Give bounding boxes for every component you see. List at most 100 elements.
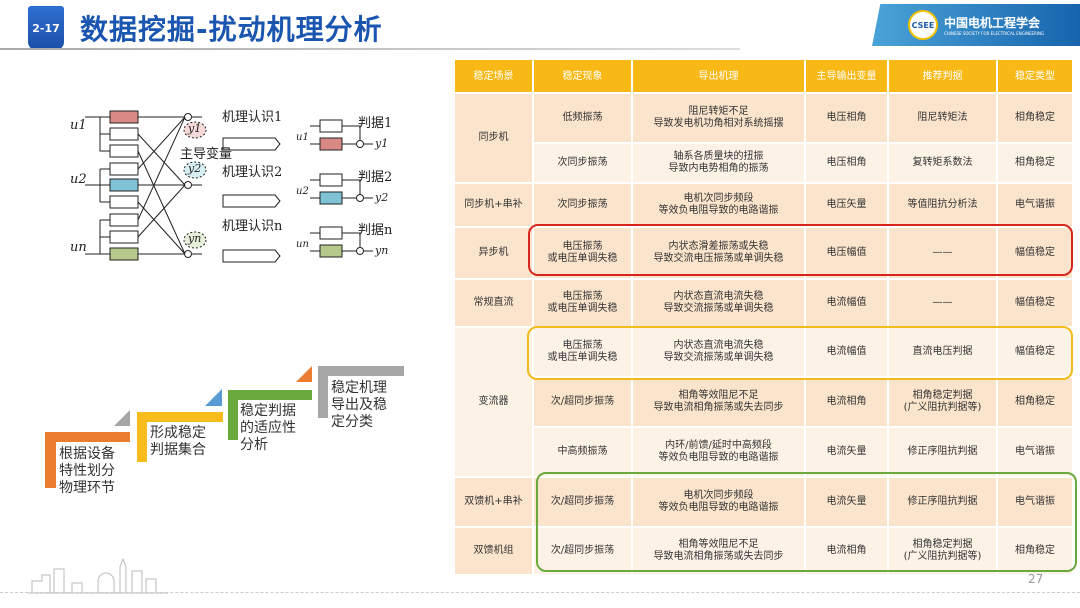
col-header: 稳定场景 <box>455 60 532 92</box>
criterion-cell: 阻尼转矩法 <box>889 94 996 142</box>
cell-text: 电流相角 <box>826 545 867 556</box>
type-cell: 相角稳定 <box>998 144 1072 182</box>
cell-line: (广义阻抗判据等) <box>903 402 982 413</box>
cell-text: 电流幅值 <box>826 297 867 308</box>
step-bar <box>228 390 312 400</box>
title-divider <box>0 48 740 50</box>
cell-line: 导致电流相角振荡或失去同步 <box>653 402 784 413</box>
block-diagram <box>85 110 373 263</box>
mechanism-cell: 内状态滑差振荡或失稳 导致交流电压振荡或单调失稳 <box>633 228 804 278</box>
cell-text: 次同步振荡 <box>557 157 608 168</box>
cell-line: 阻尼转矩法 <box>917 112 968 123</box>
cell-line: —— <box>932 247 953 258</box>
cell-line: 直流电压判据 <box>912 346 973 357</box>
phenomenon-cell: 电压振荡 或电压单调失稳 <box>534 328 631 376</box>
dominant-variable-label: 主导变量 <box>180 147 233 162</box>
cell-text: 电气谐振 <box>1015 199 1055 210</box>
type-cell: 电气谐振 <box>998 184 1072 226</box>
variable-cell: 电压矢量 <box>806 184 887 226</box>
type-cell: 相角稳定 <box>998 528 1072 574</box>
cell-line: 电压振荡 <box>562 291 603 302</box>
table-row: 变流器 电压振荡 或电压单调失稳 内状态直流电流失稳 导致交流振荡或单调失稳 电流幅值 直流… <box>455 328 1072 476</box>
type-cell: 幅值稳定 <box>998 328 1072 376</box>
cell-line: 电压振荡 <box>562 340 603 351</box>
cell-text: 幅值稳定 <box>1015 297 1055 308</box>
cell-line: 导致交流振荡或单调失稳 <box>663 352 774 363</box>
criterion-cell: 复转矩系数法 <box>889 144 996 182</box>
scene-cell: 双馈机+串补 <box>455 478 532 526</box>
scene-cell: 异步机 <box>455 228 532 278</box>
mechanism-cell: 阻尼转矩不足 导致发电机功角相对系统摇摆 <box>633 94 804 142</box>
page-number: 27 <box>1028 572 1044 586</box>
cell-text: 电流矢量 <box>826 496 867 507</box>
cell-line: 导致发电机功角相对系统摇摆 <box>653 118 784 129</box>
table-row: 双馈机组 次/超同步振荡 相角等效阻尼不足 导致电流相角振荡或失去同步 电流相角 相角稳定… <box>455 528 1072 574</box>
cell-line: 电机次同步频段 <box>683 490 754 501</box>
cell-text: 次/超同步振荡 <box>550 496 615 507</box>
cell-line: 阻尼转矩不足 <box>688 106 749 117</box>
stability-table: 稳定场景 稳定现象 导出机理 主导输出变量 推荐判据 稳定类型 同步机 低频振荡 阻… <box>453 58 1074 576</box>
mechanism-label: 机理认识n <box>222 219 283 234</box>
cell-text: 相角稳定 <box>1015 112 1055 123</box>
cell-text: 次/超同步振荡 <box>550 396 615 407</box>
step-2-text: 形成稳定判据集合 <box>150 425 206 458</box>
cell-text: 电压幅值 <box>826 247 867 258</box>
org-name: 中国电机工程学会 <box>944 16 1041 30</box>
type-cell: 电气谐振 <box>998 478 1072 526</box>
phenomenon-cell: 次/超同步振荡 <box>534 378 631 426</box>
variable-cell: 电流矢量 <box>806 478 887 526</box>
cell-text: 幅值稳定 <box>1015 346 1055 357</box>
criterion-label: 判据n <box>358 223 393 238</box>
highlight-red <box>528 224 1073 276</box>
cell-line: 等效负电阻导致的电路谐振 <box>658 502 779 513</box>
step-bar <box>318 366 328 418</box>
cell-text: 次/超同步振荡 <box>550 545 615 556</box>
variable-cell: 电流矢量 <box>806 428 887 476</box>
cell-line: 内状态滑差振荡或失稳 <box>668 241 769 252</box>
cell-line: 导致内电势相角的振荡 <box>668 163 769 174</box>
cell-line: 或电压单调失稳 <box>547 352 618 363</box>
table-row: 次同步振荡 轴系各质量块的扭振 导致内电势相角的振荡 电压相角 复转矩系数法 相角稳定 <box>455 144 1072 182</box>
table-row: 同步机+串补 次同步振荡 电机次同步频段 等效负电阻导致的电路谐振 电压矢量 等值阻抗分析… <box>455 184 1072 226</box>
block-red <box>109 110 139 124</box>
criterion-cell: —— <box>889 280 996 326</box>
criterion-cell: 直流电压判据 <box>889 328 996 376</box>
cell-line: 相角稳定判据 <box>912 390 973 401</box>
highlight-yellow <box>527 326 1073 380</box>
cell-line: 电压振荡 <box>562 241 603 252</box>
phenomenon-cell: 电压振荡 或电压单调失稳 <box>534 280 631 326</box>
cell-line: 修正序阻抗判据 <box>907 446 978 457</box>
col-header: 导出机理 <box>633 60 804 92</box>
scene-cell: 同步机 <box>455 94 532 182</box>
step-4-text: 稳定机理导出及稳定分类 <box>331 380 387 430</box>
output-label: y1 <box>375 137 389 150</box>
step-triangle <box>296 366 312 382</box>
cell-line: 等值阻抗分析法 <box>907 199 978 210</box>
mechanism-cell: 电机次同步频段 等效负电阻导致的电路谐振 <box>633 184 804 226</box>
input-label: un <box>296 239 309 250</box>
table-row: 中高频振荡 内环/前馈/延时中高频段 等效负电阻导致的电路谐振 电流矢量 修正序阻抗判据… <box>455 428 1072 476</box>
col-header: 稳定现象 <box>534 60 631 92</box>
cell-text: 低频振荡 <box>562 112 603 123</box>
variable-cell: 电流幅值 <box>806 280 887 326</box>
cell-text: 电流矢量 <box>826 446 867 457</box>
cell-text: 电气谐振 <box>1015 496 1055 507</box>
mechanism-cell: 内状态直流电流失稳 导致交流振荡或单调失稳 <box>633 328 804 376</box>
criterion-label: 判据1 <box>358 116 393 131</box>
cell-line: 相角稳定判据 <box>912 539 973 550</box>
cell-text: 异步机 <box>478 247 509 258</box>
cell-text: 电流相角 <box>826 396 867 407</box>
type-cell: 相角稳定 <box>998 378 1072 426</box>
cell-text: 相角稳定 <box>1015 545 1055 556</box>
footer-line <box>0 592 1080 593</box>
criterion-cell: —— <box>889 228 996 278</box>
output-label: y2 <box>188 162 202 175</box>
step-1-text: 根据设备特性划分物理环节 <box>59 446 115 496</box>
cell-text: 同步机+串补 <box>464 199 523 210</box>
cell-line: 导致交流电压振荡或单调失稳 <box>653 253 784 264</box>
input-label: un <box>70 240 87 255</box>
criterion-cell: 等值阻抗分析法 <box>889 184 996 226</box>
output-label: yn <box>188 232 202 245</box>
mechanism-label: 机理认识1 <box>222 110 283 125</box>
cell-line: 或电压单调失稳 <box>547 253 618 264</box>
